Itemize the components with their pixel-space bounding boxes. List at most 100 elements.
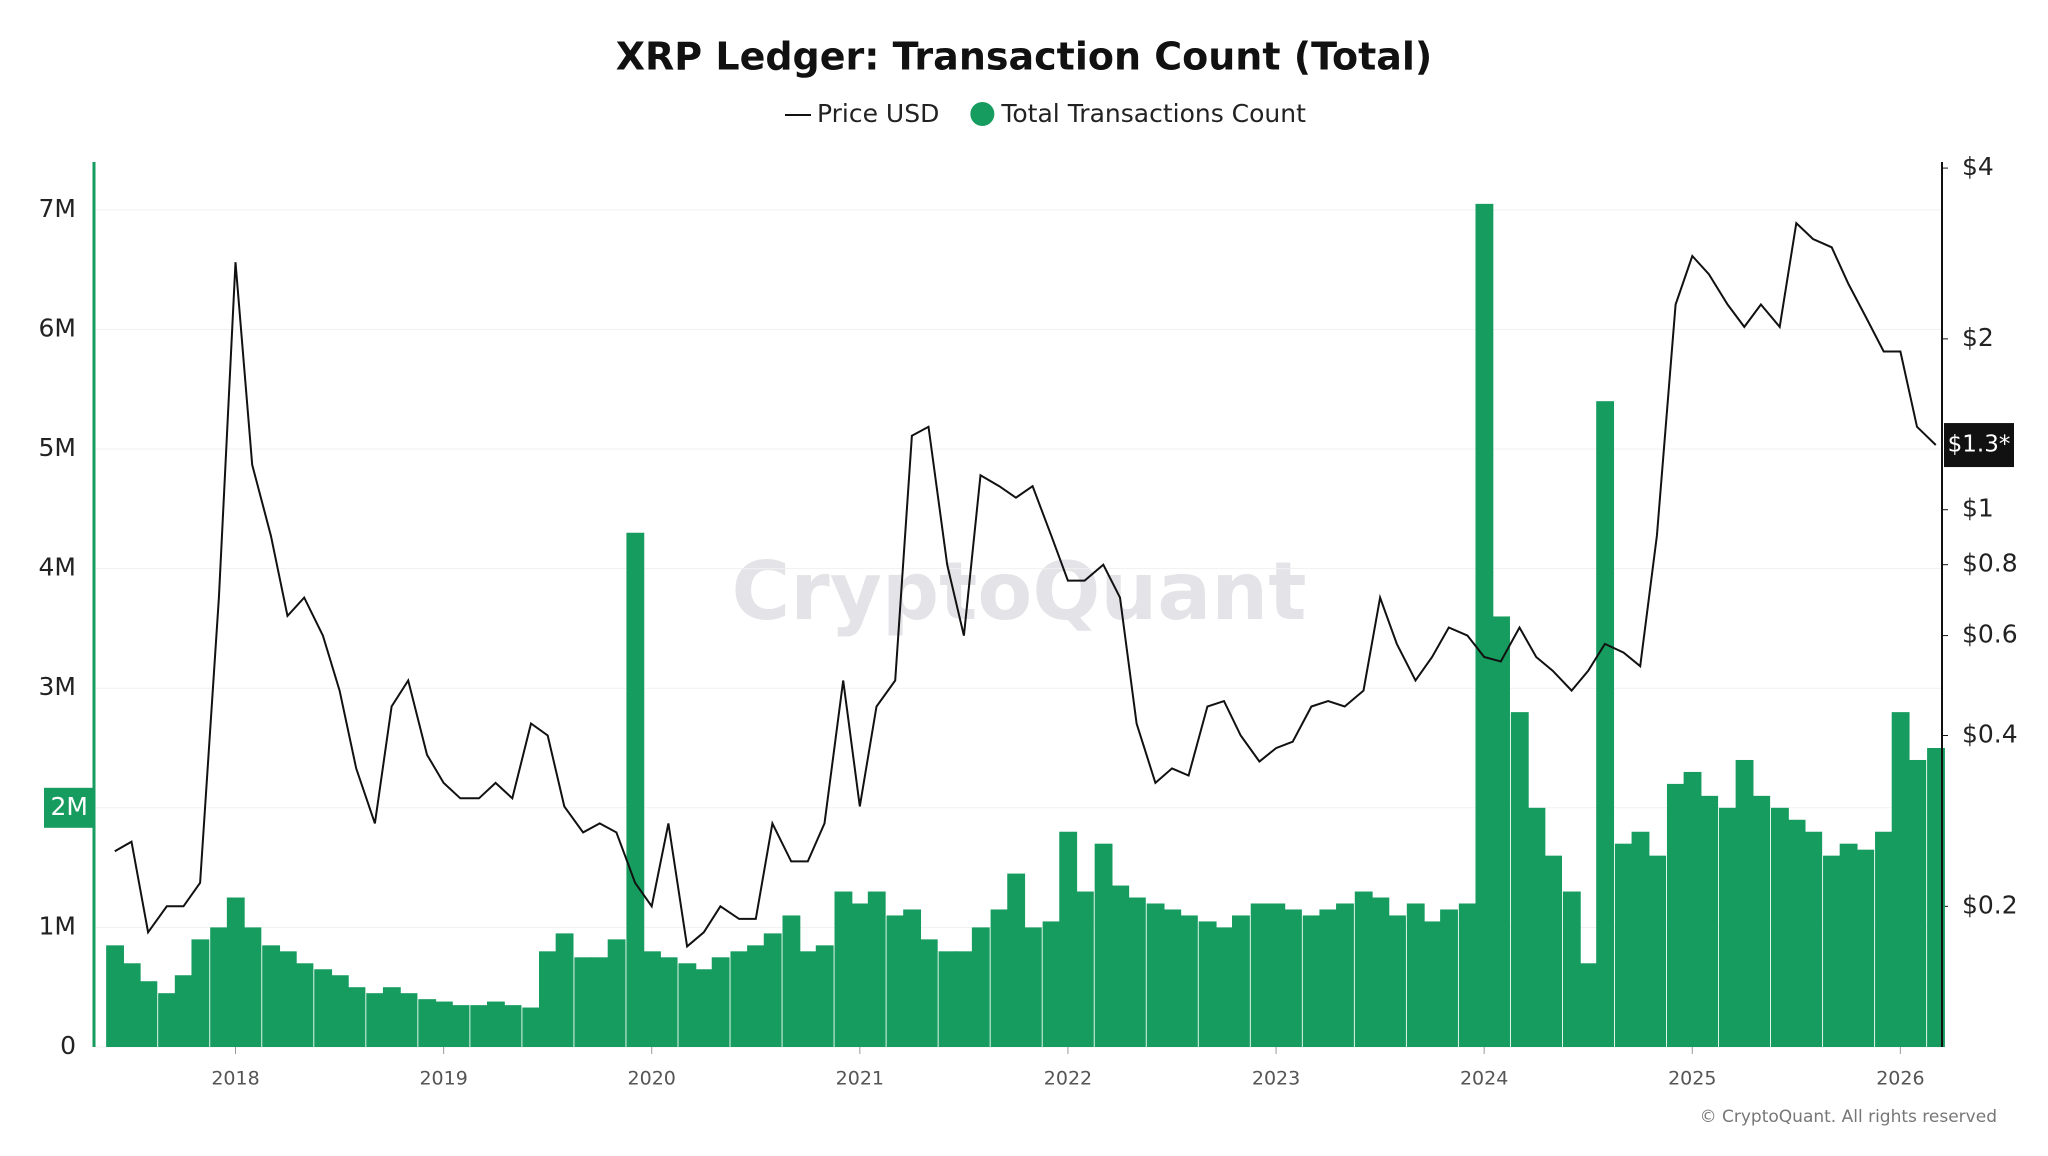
bar — [1492, 616, 1510, 1047]
bar — [106, 945, 124, 1047]
bar — [607, 939, 626, 1047]
bar — [1388, 915, 1406, 1047]
bar — [278, 951, 297, 1047]
bar — [1856, 849, 1875, 1047]
bar — [643, 951, 661, 1047]
bar — [1718, 807, 1737, 1047]
bar — [1179, 915, 1198, 1047]
bar — [1614, 843, 1633, 1047]
y-tick-label: 7M — [39, 194, 76, 223]
y2-tick-label: $0.4 — [1962, 719, 2018, 748]
bar — [938, 951, 957, 1047]
y-tick-label: 3M — [39, 672, 76, 701]
bar — [1510, 712, 1529, 1047]
chart-title: XRP Ledger: Transaction Count (Total) — [616, 35, 1433, 79]
bar — [851, 903, 870, 1047]
x-tick-label: 2022 — [1044, 1068, 1092, 1090]
bar — [955, 951, 974, 1047]
bar — [626, 532, 645, 1047]
bar — [1771, 807, 1789, 1047]
y2-tick-label: $4 — [1962, 152, 1994, 181]
bar — [1059, 831, 1078, 1047]
bar — [1163, 909, 1182, 1047]
bar — [1475, 203, 1494, 1048]
x-tick-label: 2021 — [836, 1068, 884, 1090]
bar — [782, 915, 801, 1047]
x-tick-label: 2025 — [1668, 1068, 1716, 1090]
bar — [1631, 831, 1650, 1047]
bar — [330, 975, 349, 1047]
bar — [1544, 855, 1563, 1047]
bar — [539, 951, 557, 1047]
bar — [1127, 897, 1146, 1047]
bar — [815, 945, 834, 1047]
bar — [1423, 921, 1442, 1047]
legend-label: Total Transactions Count — [1000, 99, 1306, 128]
bar — [1007, 873, 1026, 1047]
bar — [1354, 891, 1373, 1047]
bar — [659, 957, 678, 1047]
bar — [971, 927, 990, 1047]
last-price-label: $1.3* — [1948, 432, 2011, 458]
bar — [591, 957, 609, 1047]
bar — [1336, 903, 1354, 1047]
bar — [1804, 831, 1823, 1047]
bar — [1927, 748, 1945, 1047]
bar — [262, 945, 281, 1047]
bar — [1406, 903, 1425, 1047]
y2-tick-label: $0.8 — [1962, 549, 2018, 578]
bar — [1023, 927, 1042, 1047]
y-tick-label: 0 — [60, 1031, 76, 1060]
bar — [1250, 903, 1269, 1047]
bar — [1215, 927, 1234, 1047]
bar — [1908, 759, 1927, 1047]
bar — [434, 1001, 453, 1047]
bar — [747, 945, 765, 1047]
watermark: CryptoQuant — [732, 545, 1307, 638]
bar — [1075, 891, 1094, 1047]
x-tick-label: 2023 — [1252, 1068, 1300, 1090]
bar — [295, 963, 314, 1047]
bar — [1839, 843, 1858, 1047]
bar — [1302, 915, 1321, 1047]
last-price-box — [1944, 423, 2014, 468]
bar — [470, 1005, 489, 1047]
bar — [1875, 831, 1893, 1047]
y-tick-label: 6M — [39, 313, 76, 342]
bar — [1823, 855, 1841, 1047]
bar — [1666, 783, 1685, 1047]
y-tick-label: 2M — [51, 792, 88, 821]
bar — [1284, 909, 1302, 1047]
x-tick-label: 2019 — [419, 1068, 467, 1090]
y2-tick-label: $0.2 — [1962, 890, 2018, 919]
bar — [1371, 897, 1390, 1047]
price-line — [114, 221, 1937, 949]
bar — [1458, 903, 1477, 1047]
y-tick-label: 5M — [39, 433, 76, 462]
bar — [451, 1005, 470, 1047]
bar — [1752, 795, 1771, 1047]
bar — [191, 939, 210, 1047]
bar — [1440, 909, 1458, 1047]
x-tick-label: 2024 — [1460, 1068, 1508, 1090]
y-tick-highlight — [44, 787, 94, 828]
bar — [347, 987, 366, 1047]
bar — [1648, 855, 1667, 1047]
bar — [990, 909, 1009, 1047]
bar — [486, 1001, 505, 1047]
bar — [1735, 759, 1754, 1047]
bar — [1198, 921, 1217, 1047]
bar — [886, 915, 905, 1047]
bar — [503, 1005, 522, 1047]
bar — [174, 975, 193, 1047]
bar — [418, 999, 437, 1047]
bar — [799, 951, 817, 1047]
bar — [210, 927, 229, 1047]
bar — [1787, 819, 1806, 1047]
y2-tick-label: $1 — [1962, 494, 1994, 523]
bar — [711, 957, 730, 1047]
bar — [1891, 712, 1910, 1047]
y-tick-label: 4M — [39, 553, 76, 582]
bar — [555, 933, 574, 1047]
